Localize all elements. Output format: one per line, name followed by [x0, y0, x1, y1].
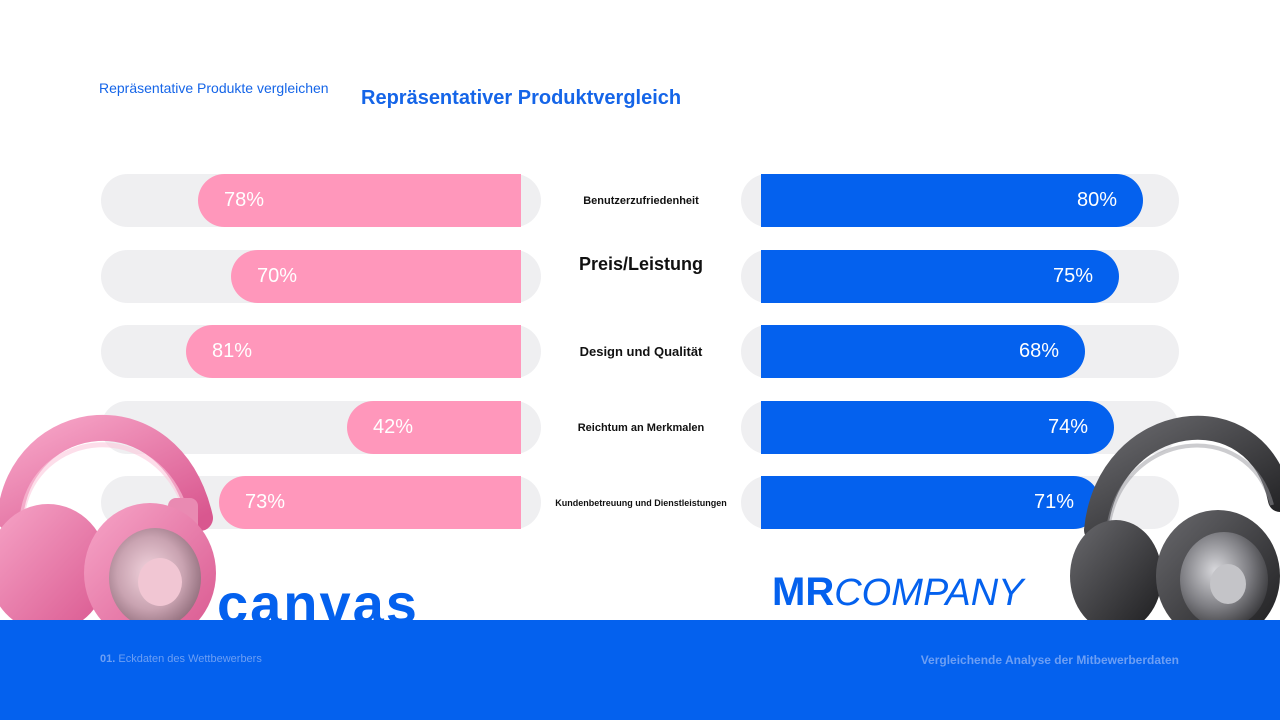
- category-label: Design und Qualität: [579, 344, 703, 359]
- bar-label-mr-company: 74%: [1047, 416, 1088, 438]
- headphones-black-icon: [1070, 415, 1280, 620]
- bar-canvas: 81%: [186, 325, 521, 378]
- bar-canvas: 42%: [347, 401, 521, 454]
- footer-left: 01. Eckdaten des Wettbewerbers: [100, 653, 262, 665]
- bar-label-canvas: 78%: [224, 189, 265, 211]
- footer: 01. Eckdaten des Wettbewerbers Vergleich…: [0, 620, 1280, 720]
- bar-label-mr-company: 68%: [1018, 340, 1059, 362]
- bar-label-mr-company: 80%: [1076, 189, 1117, 211]
- bar-label-mr-company: 75%: [1052, 265, 1093, 287]
- footer-left-text: Eckdaten des Wettbewerbers: [118, 653, 262, 665]
- bar-mr-company: 71%: [761, 476, 1100, 529]
- bar-label-mr-company: 71%: [1033, 491, 1074, 513]
- mr-company-logo-prefix: MR: [772, 570, 835, 614]
- bar-canvas: 78%: [198, 174, 521, 227]
- bar-mr-company: 68%: [761, 325, 1085, 378]
- bar-label-canvas: 70%: [257, 265, 298, 287]
- mr-company-logo-suffix: COMPANY: [834, 572, 1024, 614]
- category-label: Preis/Leistung: [578, 254, 704, 274]
- bar-label-canvas: 42%: [373, 416, 414, 438]
- category-label: Benutzerzufriedenheit: [583, 194, 699, 207]
- bar-mr-company: 75%: [761, 250, 1119, 303]
- page-title: Repräsentativer Produktvergleich: [361, 87, 682, 109]
- bar-canvas: 70%: [231, 250, 521, 303]
- footer-number: 01.: [100, 653, 116, 665]
- mr-company-logo: MR COMPANY: [772, 572, 1024, 612]
- category-label: Reichtum an Merkmalen: [577, 421, 705, 434]
- headphones-pink-icon: [0, 415, 216, 620]
- bar-mr-company: 80%: [761, 174, 1143, 227]
- bar-label-canvas: 73%: [245, 491, 286, 513]
- footer-right-text: Vergleichende Analyse der Mitbewerberdat…: [920, 653, 1179, 667]
- category-label: Kundenbetreuung und Dienstleistungen: [555, 497, 727, 508]
- breadcrumb: Repräsentative Produkte vergleichen: [99, 80, 329, 96]
- bar-mr-company: 74%: [761, 401, 1114, 454]
- bar-canvas: 73%: [219, 476, 521, 529]
- bar-label-canvas: 81%: [212, 340, 253, 362]
